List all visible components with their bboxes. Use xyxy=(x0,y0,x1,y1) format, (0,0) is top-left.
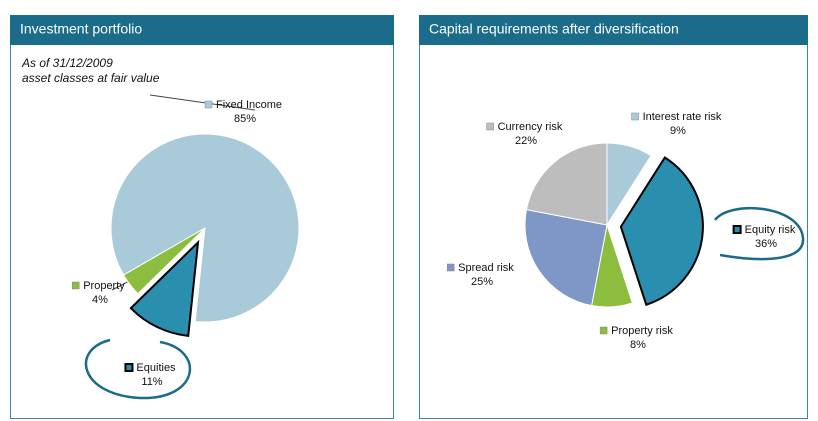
value-label: 4% xyxy=(92,294,108,306)
highlight xyxy=(84,338,192,400)
slice-label: Equity risk xyxy=(745,224,796,236)
value-label: 25% xyxy=(471,276,493,288)
legend-swatch xyxy=(631,112,639,121)
pie-slice xyxy=(524,209,608,307)
value-label: 8% xyxy=(630,339,646,351)
pie-slice xyxy=(525,142,608,226)
slice-label: Equities xyxy=(136,362,176,374)
pie-slice xyxy=(619,156,704,307)
pie-slice xyxy=(110,133,300,323)
panel-header xyxy=(10,15,394,45)
chart-subtitle: asset classes at fair value xyxy=(22,71,160,85)
pie-slice xyxy=(129,239,200,337)
legend-swatch xyxy=(732,225,742,234)
legend-swatch xyxy=(599,326,608,335)
legend-swatch xyxy=(486,122,494,131)
slice-label: Property xyxy=(83,280,125,292)
slice-label: Fixed Income xyxy=(216,99,282,111)
legend-swatch xyxy=(446,263,455,272)
slice-label: Interest rate risk xyxy=(643,111,722,123)
chart-title: Capital requirements after diversificati… xyxy=(429,21,679,37)
value-label: 9% xyxy=(670,125,686,137)
legend-swatch xyxy=(204,100,213,109)
legend-swatch xyxy=(71,281,80,290)
legend-swatch xyxy=(124,363,134,372)
slice-label: Property risk xyxy=(611,325,673,337)
slice-label: Currency risk xyxy=(498,121,563,133)
highlight xyxy=(714,206,805,261)
value-label: 22% xyxy=(515,135,537,147)
pie-slice xyxy=(122,227,206,295)
value-label: 36% xyxy=(755,238,777,250)
panel xyxy=(419,15,808,419)
value-label: 11% xyxy=(141,376,162,388)
chart-subtitle: As of 31/12/2009 xyxy=(21,56,113,70)
value-label: 85% xyxy=(234,113,256,125)
slice-label: Spread risk xyxy=(458,262,514,274)
chart-title: Investment portfolio xyxy=(20,21,142,37)
panel-header xyxy=(419,15,808,45)
